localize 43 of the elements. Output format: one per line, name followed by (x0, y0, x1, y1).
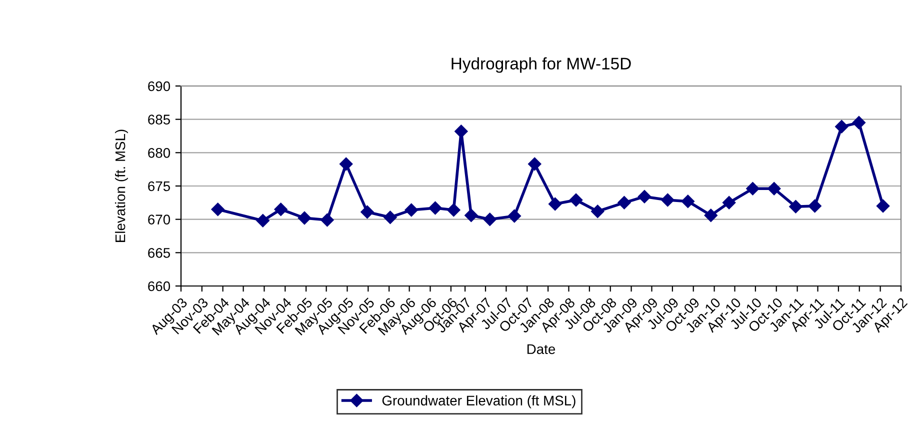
point (876, 199, 890, 213)
y-tick-label: 670 (148, 214, 170, 225)
point (591, 204, 604, 218)
point (340, 157, 353, 171)
y-tick-label: 660 (148, 281, 170, 292)
point (618, 196, 631, 210)
point (835, 120, 848, 134)
legend-label: Groundwater Elevation (ft MSL) (382, 395, 576, 408)
point (852, 116, 866, 130)
point (704, 208, 718, 222)
point (508, 209, 521, 223)
point (464, 208, 478, 222)
point (768, 182, 781, 196)
x-axis-title: Date (527, 344, 556, 354)
point (428, 201, 442, 215)
point (483, 212, 496, 226)
y-tick-label: 690 (148, 81, 170, 92)
y-tick-label: 680 (148, 148, 170, 158)
y-tick-label: 675 (148, 181, 170, 192)
point (298, 211, 312, 225)
y-axis-title: Elevation (ft. MSL) (115, 130, 128, 242)
y-tick-label: 665 (148, 248, 170, 258)
point (746, 182, 760, 196)
point (638, 190, 652, 204)
point (454, 124, 468, 138)
point (320, 213, 334, 227)
point (447, 203, 460, 217)
point (384, 210, 397, 224)
point (722, 196, 736, 210)
y-tick-label: 685 (148, 114, 170, 125)
point (661, 193, 674, 207)
point (211, 202, 224, 216)
point (274, 202, 288, 216)
point (569, 193, 583, 207)
point (360, 205, 374, 219)
point (789, 200, 802, 214)
chart-title: Hydrograph for MW-15D (452, 57, 631, 73)
point (256, 214, 270, 228)
point (681, 194, 694, 208)
point (548, 197, 562, 211)
point (404, 203, 418, 217)
point (528, 157, 542, 171)
point (808, 199, 822, 213)
